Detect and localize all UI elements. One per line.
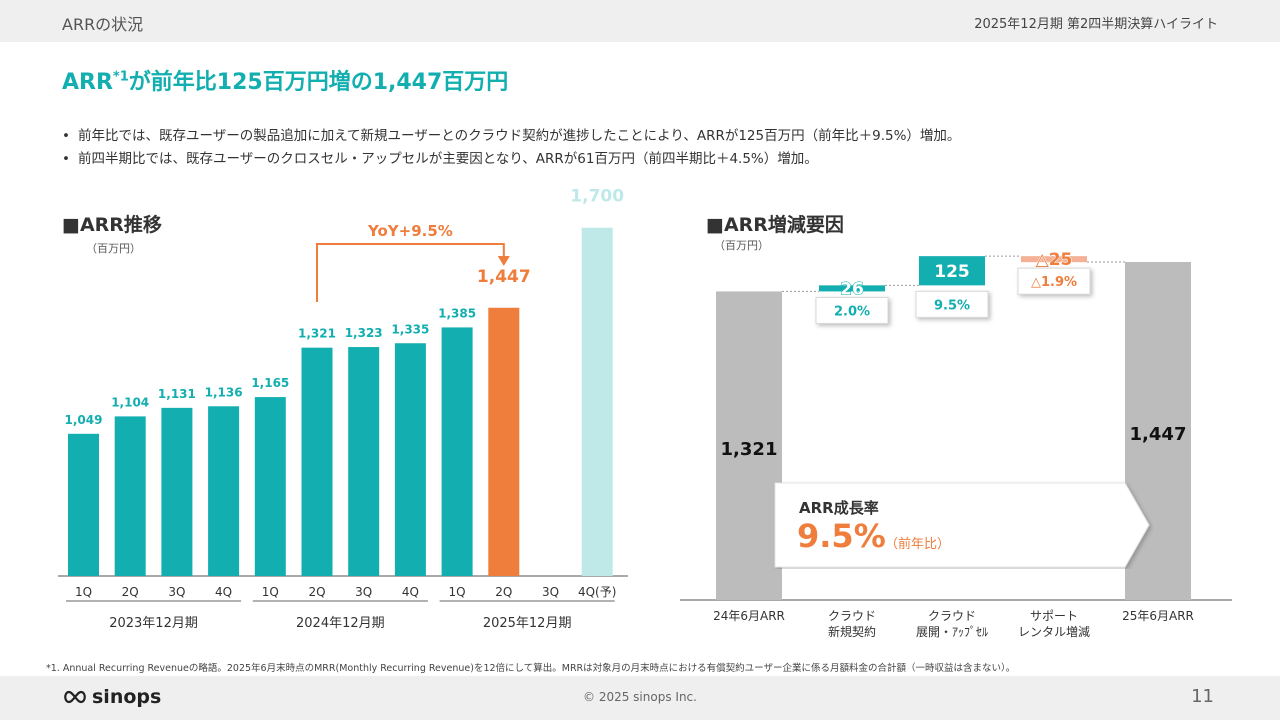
arr-factors-title: ■ARR増減要因 [706, 214, 844, 236]
bar-value-label: 1,136 [205, 385, 243, 399]
bar-7 [394, 343, 426, 576]
top-bar: ARRの状況 2025年12月期 第2四半期決算ハイライト [0, 0, 1280, 42]
waterfall-total-label: 1,321 [721, 439, 778, 460]
bar-value-label: 1,700 [570, 187, 624, 207]
page-headline: ARR*1が前年比125百万円増の1,447百万円 [62, 64, 508, 96]
waterfall-category-label: 24年6月ARR [713, 609, 785, 623]
section-title: ARRの状況 [62, 15, 144, 34]
rate-label: 2.0% [834, 304, 870, 319]
bar-1 [114, 416, 146, 576]
bar-value-label: 1,131 [158, 387, 196, 401]
bar-value-label: 1,049 [65, 413, 103, 427]
x-tick-label: 3Q [542, 585, 559, 599]
waterfall-delta-label: 26 [840, 279, 864, 299]
bar-9 [488, 307, 520, 576]
bar-8 [441, 327, 473, 576]
bar-value-label: 1,447 [477, 267, 531, 287]
waterfall-delta-bar [1021, 256, 1087, 263]
bar-11 [581, 227, 613, 576]
arr-trend-unit: （百万円） [86, 242, 141, 255]
waterfall-category-label: 新規契約 [828, 624, 876, 639]
bullet-text: 前年比では、既存ユーザーの製品追加に加えて新規ユーザーとのクラウド契約が進捗した… [78, 128, 961, 144]
waterfall-delta-label: 125 [934, 262, 970, 282]
x-tick-label: 4Q [402, 585, 419, 599]
bullet-text: 前四半期比では、既存ユーザーのクロスセル・アップセルが主要因となり、ARRが61… [78, 151, 818, 167]
x-tick-label: 3Q [355, 585, 372, 599]
yoy-arrow-head [497, 256, 510, 266]
growth-rate-callout: ARR成長率 9.5% （前年比） [773, 481, 1153, 569]
waterfall-total-bar [716, 291, 782, 600]
bar-value-label: 1,335 [391, 322, 429, 336]
copyright: © 2025 sinops Inc. [583, 690, 697, 704]
bar-2 [161, 407, 193, 576]
x-tick-label: 1Q [262, 585, 279, 599]
footer: sinops © 2025 sinops Inc. 11 [0, 676, 1280, 720]
bullet-item: • 前年比では、既存ユーザーの製品追加に加えて新規ユーザーとのクラウド契約が進捗し… [62, 128, 961, 144]
waterfall-total-label: 1,447 [1130, 424, 1187, 445]
arr-trend-title: ■ARR推移 [62, 214, 162, 236]
rate-box [815, 296, 889, 324]
x-tick-label: 3Q [168, 585, 185, 599]
x-tick-label: 4Q(予) [578, 585, 616, 599]
waterfall-category-label: クラウド [828, 609, 876, 623]
rate-box [1017, 267, 1091, 295]
waterfall-category-label: クラウド [928, 609, 976, 623]
headline-footnote-mark: *1 [112, 69, 129, 85]
waterfall-delta-label: △25 [1036, 250, 1073, 270]
x-tick-label: 1Q [75, 585, 92, 599]
yoy-arrow-line [316, 243, 505, 302]
infinity-icon [64, 690, 86, 704]
x-tick-label: 2Q [308, 585, 325, 599]
callout-arrow-shape [774, 482, 1150, 568]
waterfall-delta-bar [819, 285, 885, 292]
brand-logo: sinops [62, 686, 161, 708]
growth-rate-label: ARR成長率 [799, 499, 879, 517]
bar-4 [254, 397, 286, 576]
x-tick-label: 4Q [215, 585, 232, 599]
growth-rate-value: 9.5% [797, 517, 886, 555]
bar-5 [301, 347, 333, 576]
group-label: 2023年12月期 [109, 616, 198, 631]
summary-bullets: • 前年比では、既存ユーザーの製品追加に加えて新規ユーザーとのクラウド契約が進捗し… [62, 124, 1242, 170]
bar-value-label: 1,385 [438, 306, 476, 320]
bar-6 [348, 347, 380, 576]
arr-factors-unit: （百万円） [714, 239, 769, 252]
rate-box [915, 290, 989, 318]
growth-rate-basis: （前年比） [885, 537, 951, 552]
bar-0 [68, 433, 99, 576]
bar-value-label: 1,165 [251, 376, 289, 390]
waterfall-category-label: レンタル増減 [1018, 624, 1090, 639]
bullet-item: • 前四半期比では、既存ユーザーのクロスセル・アップセルが主要因となり、ARRが6… [62, 151, 818, 167]
waterfall-category-label: 25年6月ARR [1122, 609, 1194, 623]
footnote: *1. Annual Recurring Revenueの略語。2025年6月末… [46, 663, 1016, 674]
bar-3 [208, 406, 240, 576]
headline-text: が前年比125百万円増の1,447百万円 [128, 70, 509, 95]
yoy-label: YoY+9.5% [367, 222, 453, 240]
x-tick-label: 2Q [495, 585, 512, 599]
group-label: 2025年12月期 [483, 616, 572, 631]
waterfall-category-label: サポート [1030, 609, 1078, 623]
report-context: 2025年12月期 第2四半期決算ハイライト [974, 17, 1218, 32]
rate-label: 9.5% [934, 298, 970, 313]
page-number: 11 [1191, 686, 1214, 707]
bar-value-label: 1,104 [111, 395, 149, 409]
rate-label: △1.9% [1031, 275, 1077, 290]
headline-term: ARR [62, 70, 113, 95]
waterfall-delta-bar [919, 256, 985, 286]
group-label: 2024年12月期 [296, 616, 385, 631]
bar-value-label: 1,323 [345, 326, 383, 340]
x-tick-label: 1Q [449, 585, 466, 599]
brand-name: sinops [92, 686, 162, 708]
bar-value-label: 1,321 [298, 327, 336, 341]
x-tick-label: 2Q [122, 585, 139, 599]
waterfall-category-label: 展開・ｱｯﾌﾟｾﾙ [916, 625, 988, 639]
